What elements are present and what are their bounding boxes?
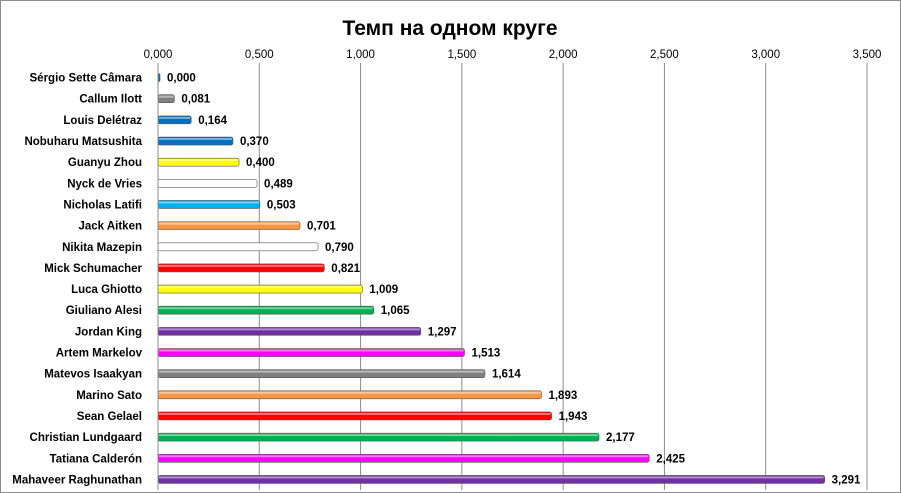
value-label: 3,291 [832,474,861,486]
category-label: Nikita Mazepin [62,242,142,254]
bar [157,305,375,315]
x-tick-label: 3,000 [751,49,780,61]
x-tick-label: 0,500 [245,49,274,61]
bar-highlight [159,286,362,289]
category-label: Tatiana Calderón [50,453,142,465]
bar-highlight [159,138,232,141]
value-label: 2,425 [656,453,685,465]
bar [157,369,486,378]
bar-highlight [159,116,191,119]
category-label: Mahaveer Raghunathan [12,474,142,486]
category-label: Giuliano Alesi [66,305,142,317]
value-label: 1,065 [381,305,410,317]
x-tick-label: 1,500 [447,49,476,61]
value-label: 1,614 [492,369,521,381]
category-label: Artem Markelov [56,348,143,360]
category-label: Nicholas Latifi [63,199,142,211]
category-label: Luca Ghiotto [71,284,142,296]
x-tick-label: 3,500 [853,49,882,61]
bar-highlight [159,222,300,225]
bar-highlight [159,95,174,98]
category-label: Nobuharu Matsushita [24,136,142,148]
bar [157,200,261,209]
category-label: Jack Aitken [79,221,143,233]
bar-highlight [159,180,257,183]
x-tick-label: 2,500 [650,49,679,61]
value-label: 0,164 [198,115,227,127]
bar-highlight [159,476,824,479]
value-label: 0,370 [240,136,269,148]
value-label: 1,297 [428,326,457,338]
bar [157,263,325,273]
bar [157,115,192,125]
category-label: Jordan King [75,326,142,338]
value-label: 0,400 [246,157,275,169]
value-label: 0,503 [267,199,296,211]
category-label: Callum Ilott [79,94,142,106]
bar [157,411,552,421]
bar-highlight [159,455,649,458]
bar [157,453,650,463]
bar-highlight [159,159,239,162]
bar [157,432,600,442]
value-label: 1,943 [559,411,588,423]
bar-highlight [159,370,484,373]
x-axis-ticks: 0,000 0,500 1,000 1,500 2,000 2,500 3,000 3,500 [144,49,882,61]
gridlines [157,63,868,490]
category-label: Sean Gelael [77,411,142,423]
bar-highlight [159,391,541,394]
value-label: 0,821 [331,263,360,275]
bar [157,179,258,188]
y-axis-categories: Sérgio Sette Câmara Callum Ilott Louis Del… [12,73,142,487]
value-label: 0,489 [264,178,293,190]
bar [157,348,465,357]
category-label: Sérgio Sette Câmara [30,73,143,85]
bar-highlight [159,349,464,352]
bar-highlight [159,307,373,310]
category-label: Mick Schumacher [44,263,142,275]
category-label: Guanyu Zhou [68,157,142,169]
data-labels: 0,000 0,081 0,164 0,370 0,400 0,489 0,503 0,701… [167,73,861,487]
value-label: 0,790 [325,242,354,254]
value-label: 0,000 [167,73,196,85]
value-label: 2,177 [606,432,635,444]
bar-highlight [159,434,598,437]
bar [157,327,422,336]
value-label: 1,513 [471,348,500,360]
bar [157,94,175,104]
bar [157,242,319,252]
category-label: Louis Delétraz [63,115,142,127]
bar [157,221,301,230]
category-label: Nyck de Vries [67,178,142,190]
bar-highlight [159,328,420,331]
bar [157,157,240,167]
bar-highlight [159,201,259,204]
bar-highlight [159,264,324,267]
value-label: 0,701 [307,221,336,233]
value-label: 1,893 [548,390,577,402]
category-label: Christian Lundgaard [30,432,142,444]
chart-title: Темп на одном круге [342,17,557,40]
bar [157,390,542,400]
category-label: Matevos Isaakyan [44,369,142,381]
x-tick-label: 1,000 [346,49,375,61]
bar-highlight [159,243,318,246]
bar [157,284,363,294]
bar [157,475,825,484]
bar [157,136,234,146]
x-tick-label: 2,000 [549,49,578,61]
category-label: Marino Sato [76,390,142,402]
value-label: 0,081 [181,94,210,106]
bar-highlight [159,412,551,415]
value-label: 1,009 [369,284,398,296]
x-tick-label: 0,000 [144,49,173,61]
